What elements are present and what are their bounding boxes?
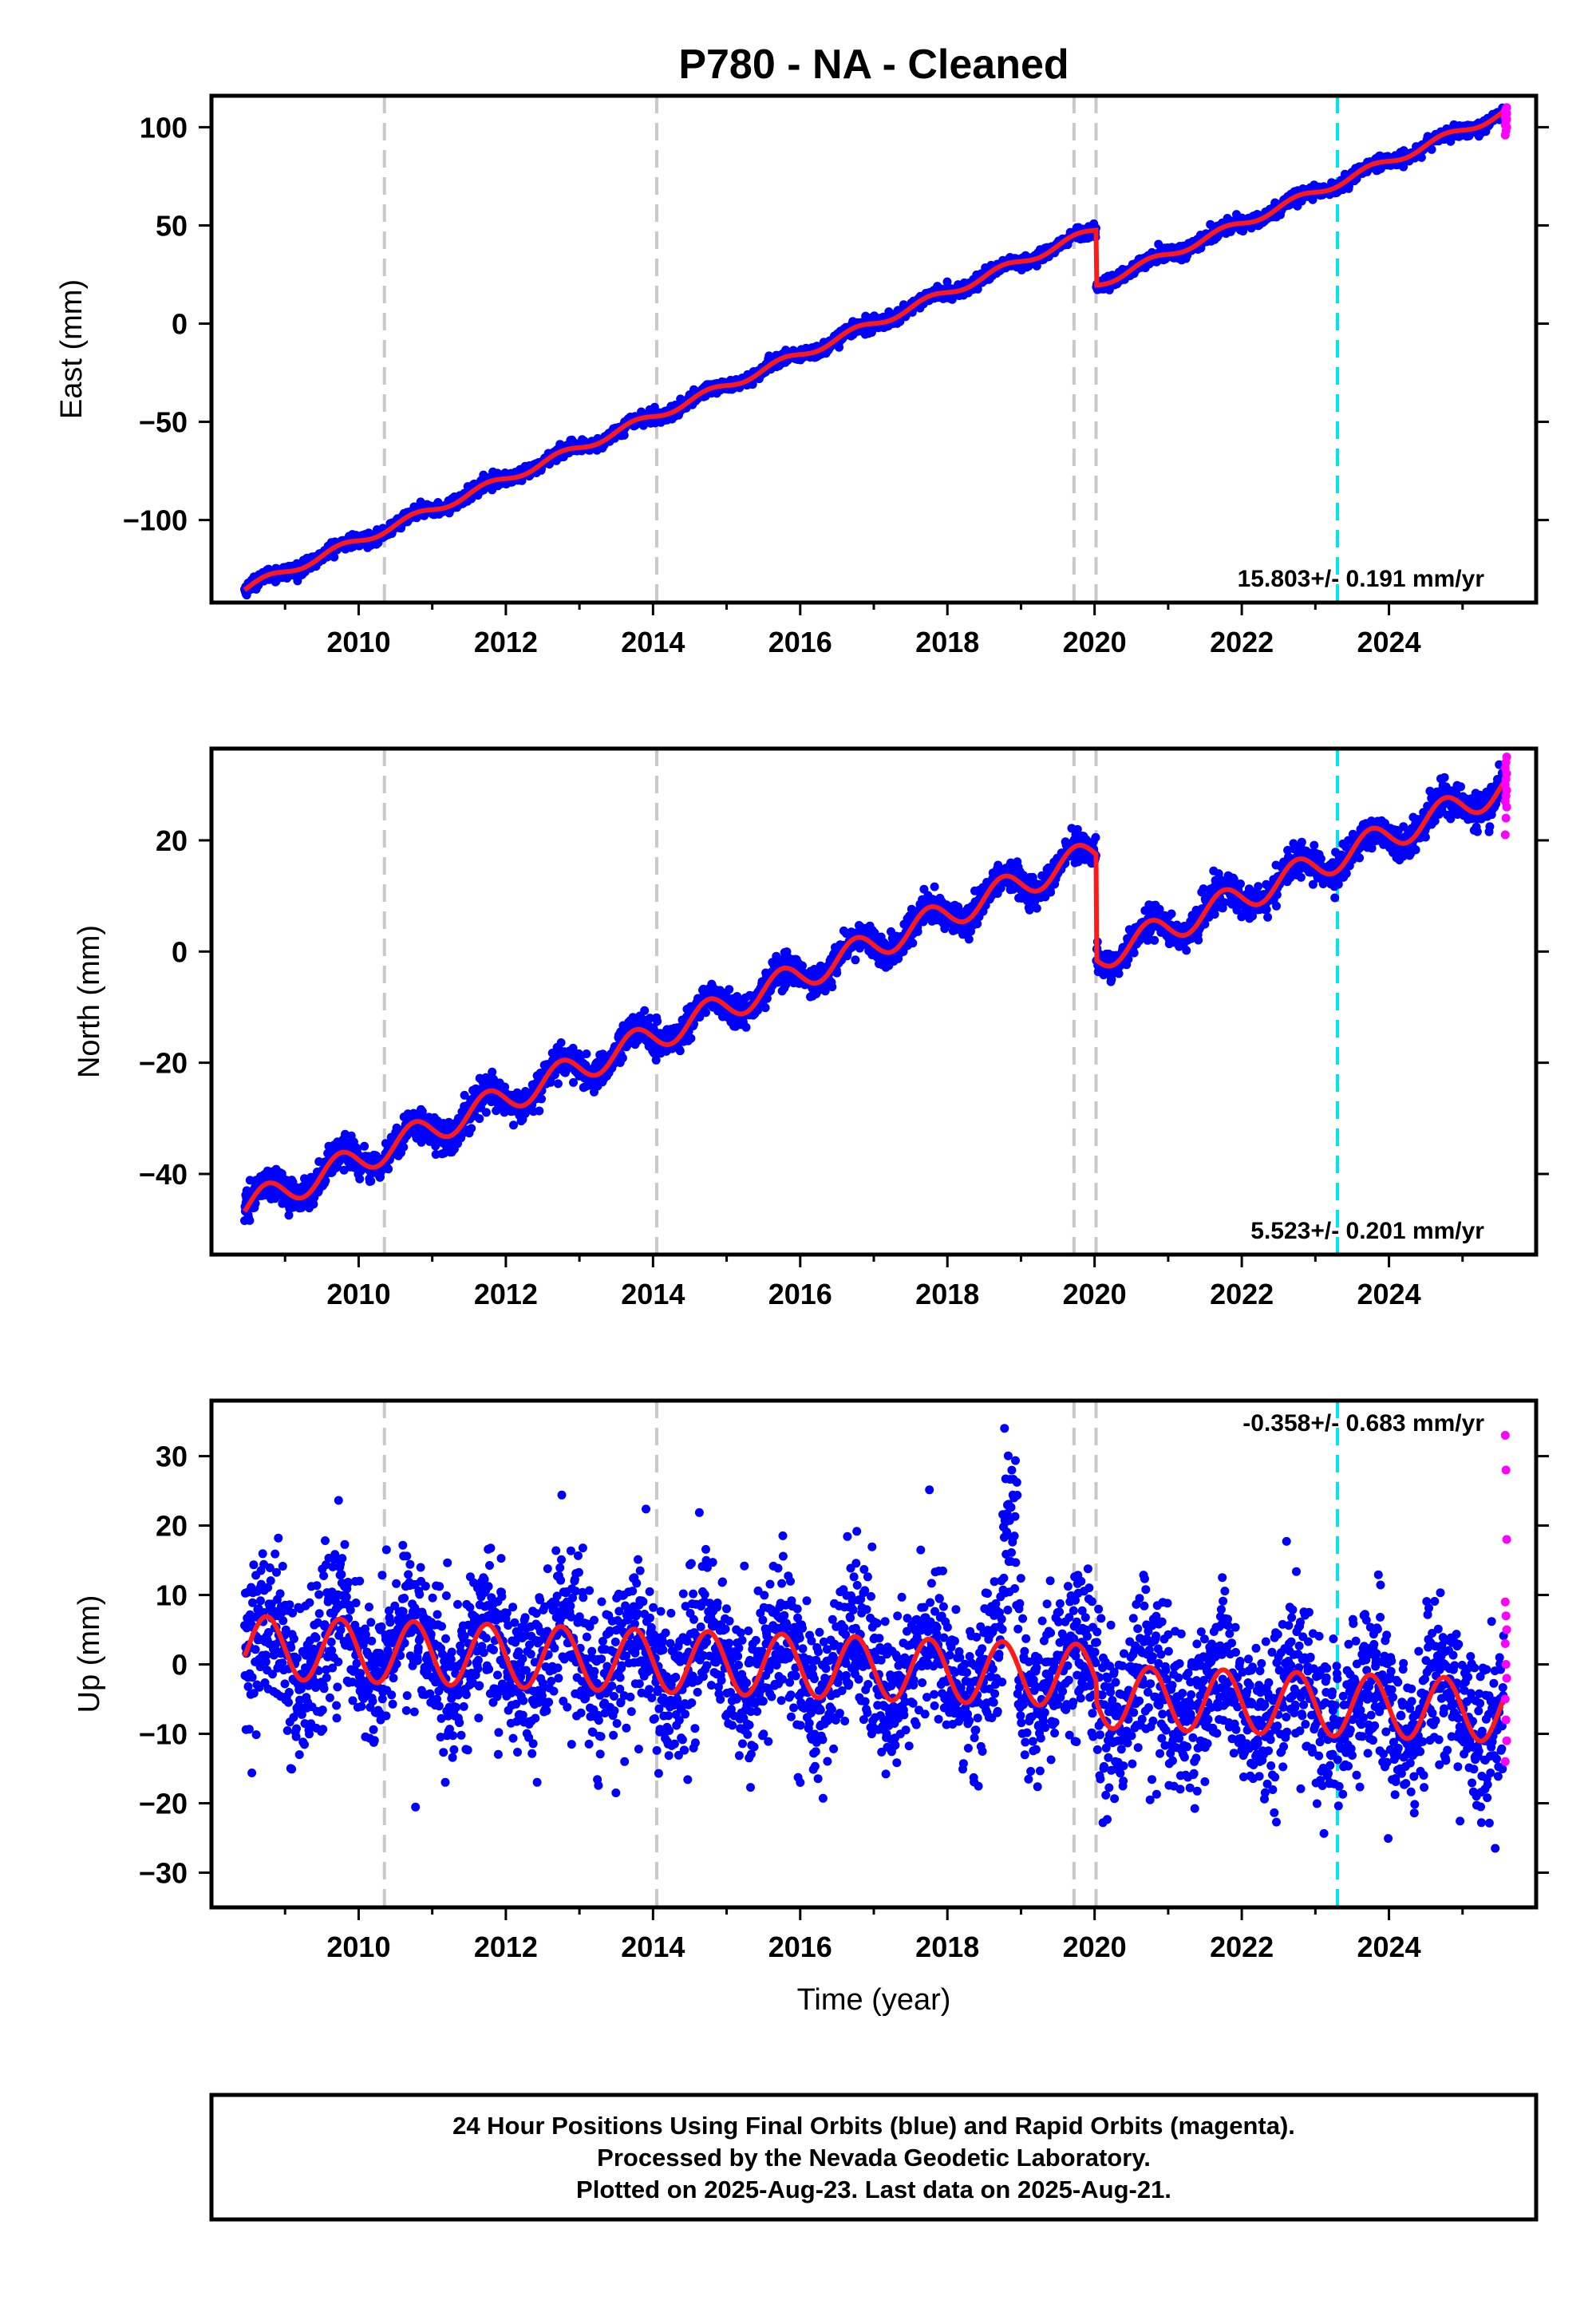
final-orbit-point	[835, 342, 843, 352]
final-orbit-point	[569, 1077, 578, 1087]
final-orbit-point	[650, 402, 659, 412]
final-orbit-point	[653, 1017, 662, 1026]
final-orbit-point	[535, 1106, 544, 1116]
x-tick-label: 2014	[621, 626, 685, 658]
final-orbit-point	[1399, 162, 1408, 172]
final-orbit-point	[1416, 152, 1426, 162]
final-orbit-point	[366, 1176, 376, 1186]
x-tick-label: 2010	[326, 626, 390, 658]
final-orbit-point	[444, 1117, 453, 1127]
final-orbit-point	[556, 1038, 566, 1047]
panel-east: 2010 2012 2014 2016 2018 2020 2022 2024 −100 −50 0…	[55, 93, 1549, 658]
final-orbit-point	[618, 1053, 627, 1063]
final-orbit-point	[619, 430, 629, 440]
x-tick-label: 2022	[1210, 626, 1274, 658]
final-orbit-points	[240, 103, 1508, 600]
y-axis-label: East (mm)	[55, 279, 89, 419]
x-tick-label: 2012	[474, 626, 538, 658]
final-orbit-point	[467, 1124, 476, 1133]
model-fit-line	[243, 109, 1506, 592]
x-tick-label: 2018	[915, 626, 979, 658]
rapid-orbit-point	[1502, 103, 1511, 113]
final-orbit-point	[701, 1008, 710, 1018]
final-orbit-point	[725, 985, 734, 994]
x-tick-label: 2020	[1063, 626, 1127, 658]
final-orbit-point	[973, 284, 982, 294]
final-orbit-point	[481, 1108, 491, 1117]
y-tick-label: 0	[172, 308, 188, 341]
final-orbit-point	[309, 1199, 318, 1209]
final-orbit-point	[245, 1176, 255, 1185]
x-tick-label: 2024	[1357, 626, 1421, 658]
final-orbit-point	[355, 1174, 365, 1184]
final-orbit-point	[399, 1142, 409, 1152]
final-orbit-point	[748, 380, 757, 389]
final-orbit-point	[384, 1164, 393, 1174]
final-orbit-point	[640, 1006, 650, 1015]
final-orbit-point	[537, 1094, 546, 1104]
figure-title: P780 - NA - Cleaned	[678, 41, 1069, 88]
y-tick-label: −50	[139, 406, 188, 439]
y-tick-label: −100	[123, 504, 188, 537]
final-orbit-point	[488, 1067, 497, 1077]
final-orbit-point	[330, 552, 339, 562]
final-orbit-point	[475, 1114, 484, 1124]
final-orbit-point	[686, 1034, 696, 1043]
final-orbit-points	[240, 760, 1508, 1225]
final-orbit-point	[284, 1211, 294, 1220]
final-orbit-point	[245, 1215, 255, 1225]
final-orbit-point	[760, 1003, 770, 1013]
rate-label: 15.803+/- 0.191 mm/yr	[1238, 566, 1485, 592]
final-orbit-point	[582, 1049, 591, 1058]
final-orbit-point	[741, 1022, 751, 1032]
x-tick-label: 2016	[768, 626, 832, 658]
final-orbit-point	[509, 1120, 518, 1130]
final-orbit-point	[651, 1055, 661, 1065]
final-orbit-point	[553, 1079, 563, 1089]
panels-group: 2010 2012 2014 2016 2018 2020 2022 2024 −100 −50 0…	[55, 93, 1549, 1963]
y-tick-label: 100	[140, 111, 188, 144]
final-orbit-point	[460, 1090, 469, 1100]
final-orbit-point	[321, 1176, 330, 1185]
final-orbit-point	[646, 1014, 654, 1023]
final-orbit-point	[675, 1046, 685, 1056]
final-orbit-point	[417, 1107, 427, 1117]
panel-north: 2010 2012 2014 2016 2018 2020 2022 2024−40−2002…	[73, 746, 1549, 1310]
final-orbit-point	[1427, 144, 1436, 154]
rapid-orbit-points	[1500, 103, 1511, 140]
final-orbit-point	[360, 1141, 369, 1151]
y-tick-label: 50	[156, 209, 188, 242]
